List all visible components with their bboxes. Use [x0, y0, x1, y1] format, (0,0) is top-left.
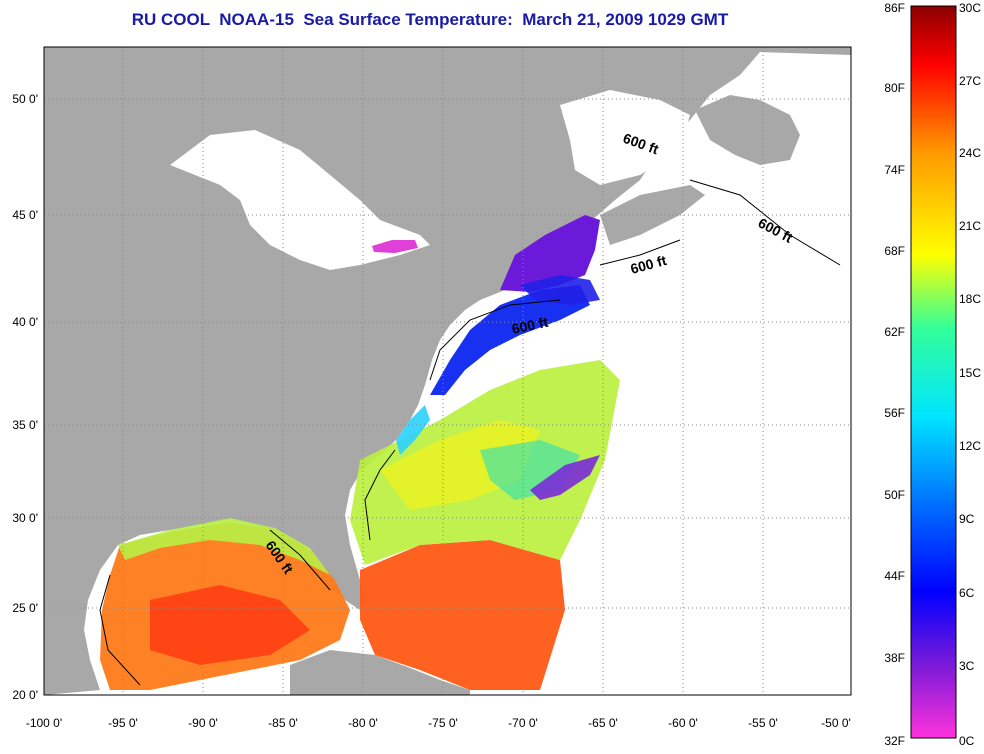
colorbar-f-label: 86F: [884, 1, 905, 15]
colorbar-c-label: 24C: [959, 146, 981, 160]
colorbar-f-label: 80F: [884, 81, 905, 95]
map-frame: [43, 46, 852, 696]
sst-lake-erie-patch: [372, 240, 418, 253]
colorbar-f-label: 68F: [884, 244, 905, 258]
lon-tick-label: -85 0': [268, 716, 298, 730]
lat-tick-label: 45 0': [12, 208, 38, 222]
colorbar-f-label: 74F: [884, 163, 905, 177]
land-cuba: [290, 650, 470, 695]
isobath-600ft-line: [99, 179, 841, 686]
isobath-label: 600 ft: [510, 314, 549, 337]
lat-tick-label: 35 0': [12, 418, 38, 432]
colorbar-c-label: 6C: [959, 586, 975, 600]
colorbar-f-label: 32F: [884, 734, 905, 748]
latitude-axis: 50 0' 45 0' 40 0' 35 0' 30 0' 25 0' 20 0…: [12, 92, 38, 702]
lon-tick-label: -50 0': [821, 716, 851, 730]
lon-tick-label: -75 0': [428, 716, 458, 730]
map-plot-area: [44, 47, 851, 695]
lat-tick-label: 30 0': [12, 511, 38, 525]
lon-tick-label: -70 0': [508, 716, 538, 730]
lon-tick-label: -60 0': [668, 716, 698, 730]
lat-tick-label: 20 0': [12, 688, 38, 702]
lon-tick-label: -100 0': [26, 716, 62, 730]
sst-gulf-of-maine: [500, 215, 600, 292]
colorbar-c-label: 15C: [959, 366, 981, 380]
colorbar-c-label: 21C: [959, 219, 981, 233]
great-lakes: [170, 130, 430, 270]
colorbar-gradient: [910, 5, 957, 739]
colorbar-c-label: 27C: [959, 74, 981, 88]
lat-tick-label: 25 0': [12, 601, 38, 615]
sst-mid-atlantic-bight: [430, 285, 590, 395]
sst-gulf-of-maine-blue: [520, 275, 600, 305]
temperature-colorbar: 86F 80F 74F 68F 62F 56F 50F 44F 38F 32F …: [884, 1, 981, 748]
longitude-axis: -100 0' -95 0' -90 0' -85 0' -80 0' -75 …: [26, 716, 851, 730]
colorbar-c-label: 30C: [959, 1, 981, 15]
colorbar-c-label: 18C: [959, 292, 981, 306]
sst-caribbean: [360, 540, 565, 690]
lon-tick-label: -65 0': [588, 716, 618, 730]
lon-tick-label: -80 0': [348, 716, 378, 730]
colorbar-c-label: 3C: [959, 659, 975, 673]
lon-tick-label: -55 0': [748, 716, 778, 730]
colorbar-f-label: 62F: [884, 325, 905, 339]
sst-cold-offshore-patch: [530, 455, 600, 500]
colorbar-c-label: 9C: [959, 512, 975, 526]
lat-tick-label: 50 0': [12, 92, 38, 106]
map-title: RU COOL NOAA-15 Sea Surface Temperature:…: [131, 10, 729, 29]
sst-gulf-warm-core: [150, 585, 310, 665]
colorbar-c-label: 12C: [959, 439, 981, 453]
gulf-st-lawrence: [560, 90, 690, 185]
sst-carolina-coastal: [396, 405, 430, 455]
sst-gulf-coastal-band: [118, 518, 330, 575]
colorbar-f-label: 56F: [884, 406, 905, 420]
colorbar-c-label: 0C: [959, 734, 975, 748]
lon-tick-label: -90 0': [188, 716, 218, 730]
lat-tick-label: 40 0': [12, 315, 38, 329]
colorbar-f-label: 38F: [884, 651, 905, 665]
colorbar-f-label: 50F: [884, 488, 905, 502]
lon-tick-label: -95 0': [108, 716, 138, 730]
map-gridlines: [44, 47, 851, 695]
land-newfoundland: [695, 95, 800, 165]
colorbar-f-label: 44F: [884, 569, 905, 583]
